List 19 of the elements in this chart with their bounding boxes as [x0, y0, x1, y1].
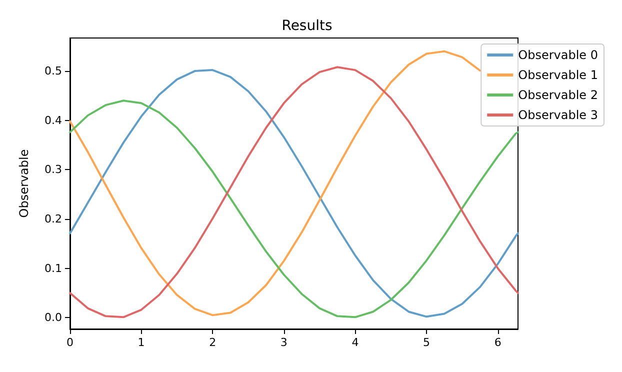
x-tick-label: 1: [138, 336, 145, 349]
chart-title: Results: [282, 18, 332, 34]
y-tick-label: 0.1: [44, 262, 62, 275]
y-tick-label: 0.3: [44, 163, 62, 176]
y-tick-label: 0.5: [44, 64, 62, 78]
y-tick-label: 0.4: [44, 114, 62, 127]
x-tick-label: 6: [494, 336, 502, 349]
x-tick-label: 3: [280, 336, 288, 349]
x-tick-label: 5: [423, 336, 430, 349]
legend-label: Observable 1: [518, 68, 598, 82]
x-tick-label: 0: [66, 336, 74, 349]
x-tick-label: 4: [352, 336, 359, 349]
y-tick-label: 0.2: [44, 212, 62, 226]
x-tick-label: 2: [209, 336, 216, 349]
y-tick-label: 0.0: [44, 311, 62, 324]
legend-label: Observable 3: [518, 108, 598, 122]
legend-label: Observable 2: [518, 88, 598, 102]
y-axis-title: Observable: [17, 149, 31, 218]
legend-label: Observable 0: [518, 48, 598, 62]
